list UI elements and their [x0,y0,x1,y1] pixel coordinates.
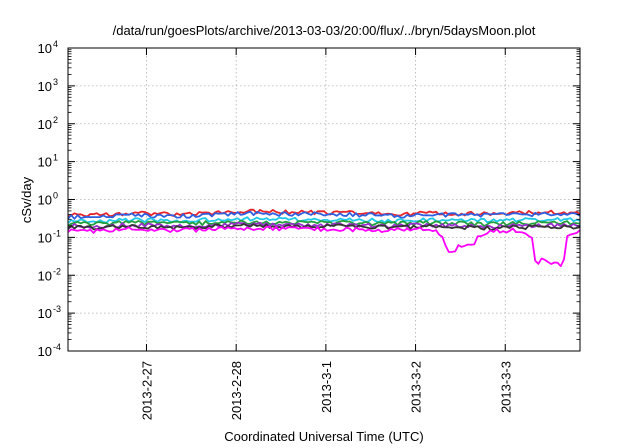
series-line [67,210,581,220]
y-tick-label: 10 [38,79,52,94]
grid-lines [68,48,580,351]
y-tick-exponent: 2 [53,115,58,125]
y-tick-label: 10 [38,344,52,359]
y-tick-exponent: -1 [53,228,61,238]
series-group [67,208,581,267]
x-tick-label: 2013-3-2 [409,361,424,413]
y-tick-label: 10 [38,193,52,208]
y-tick-exponent: 1 [53,153,58,163]
x-tick-label: 2013-3-1 [319,361,334,413]
y-tick-exponent: 4 [53,39,58,49]
y-tick-label: 10 [38,117,52,132]
y-tick-exponent: -3 [53,304,61,314]
plot-frame [67,47,581,352]
series-line [67,223,581,231]
x-axis-ticks: 2013-2-27 2013-2-28 2013-3-1 2013-3-2 2013-3… [139,48,513,420]
y-tick-exponent: -4 [53,342,61,352]
y-tick-exponent: -2 [53,266,61,276]
x-tick-label: 2013-2-27 [139,361,154,420]
y-tick-label: 10 [38,268,52,283]
x-axis-label: Coordinated Universal Time (UTC) [224,429,423,444]
y-tick-label: 10 [38,41,52,56]
x-tick-label: 2013-2-28 [229,361,244,420]
y-tick-exponent: 0 [53,191,58,201]
y-tick-label: 10 [38,306,52,321]
chart-title: /data/run/goesPlots/archive/2013-03-03/2… [113,23,536,38]
y-tick-exponent: 3 [53,77,58,87]
x-tick-label: 2013-3-3 [498,361,513,413]
y-tick-label: 10 [38,230,52,245]
y-tick-label: 10 [38,155,52,170]
series-line [67,216,581,224]
y-axis-label: cSv/day [19,176,34,223]
series-line [67,219,581,227]
series-line [67,225,581,267]
